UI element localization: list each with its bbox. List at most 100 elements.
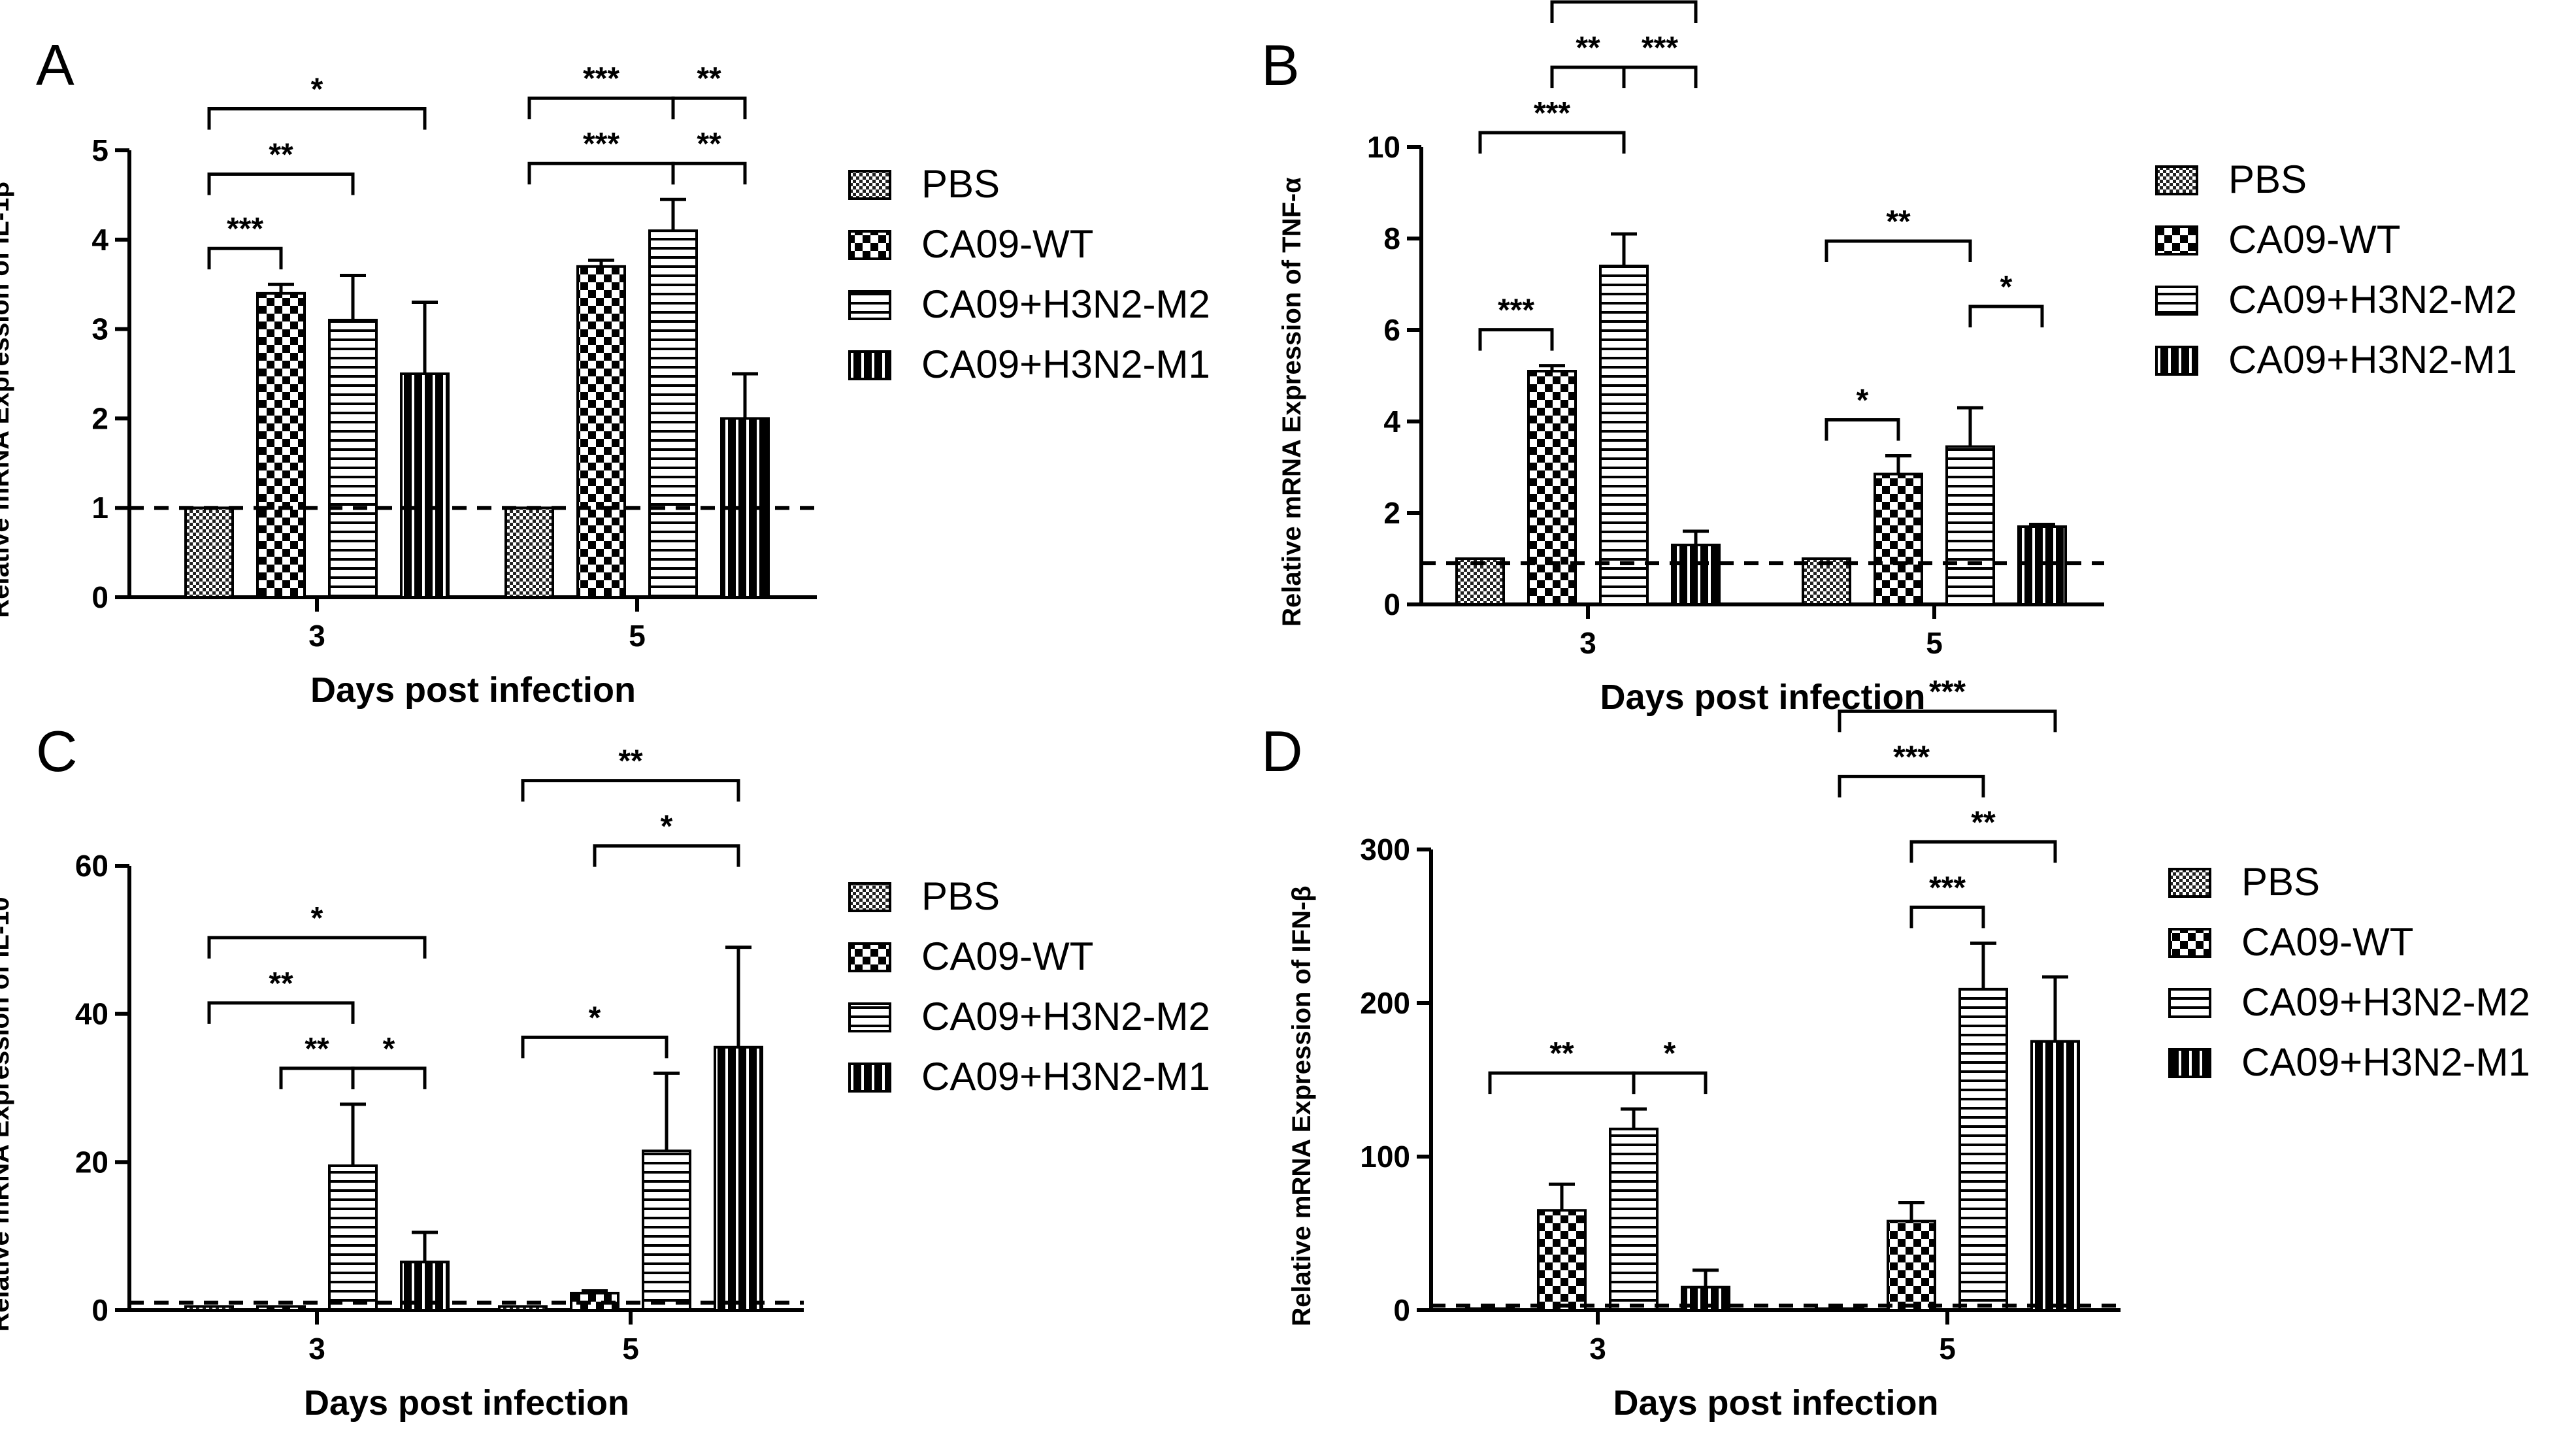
y-axis-title: Relative mRNA Expression of IFN-β: [1287, 885, 1316, 1326]
significance-bracket: [521, 1035, 669, 1059]
legend-swatch: [848, 230, 891, 260]
legend-swatch: [2155, 346, 2198, 376]
panel-label: C: [36, 719, 78, 783]
bar: [1609, 1127, 1659, 1311]
significance-bracket: [1825, 418, 1900, 441]
y-tick-label: 1: [91, 491, 108, 525]
panel-label: A: [36, 33, 74, 97]
significance-bracket: [207, 107, 427, 130]
legend-swatch: [848, 290, 891, 320]
significance-label: **: [618, 744, 643, 779]
legend-label: CA09-WT: [2241, 920, 2413, 964]
x-axis-title: Days post infection: [304, 1383, 629, 1423]
significance-label: *: [1664, 1036, 1676, 1071]
significance-label: **: [697, 127, 721, 161]
bar: [498, 1305, 548, 1312]
significance-bracket: [207, 246, 283, 270]
bar: [1527, 370, 1577, 606]
bar: [648, 229, 698, 599]
bar: [2030, 1040, 2080, 1311]
significance-label: ***: [227, 212, 263, 246]
y-tick-label: 0: [1393, 1293, 1410, 1327]
legend-swatch: [2168, 928, 2211, 958]
bar: [576, 265, 626, 599]
bar: [1815, 1307, 1864, 1312]
bar: [184, 506, 234, 599]
y-tick-label: 100: [1360, 1140, 1410, 1174]
significance-bracket: [1909, 840, 2057, 863]
significance-bracket: [1488, 1071, 1636, 1095]
y-tick-label: 8: [1383, 222, 1400, 255]
legend-label: CA09-WT: [921, 222, 1093, 266]
significance-label: **: [1886, 205, 1911, 239]
x-tick-label: 5: [622, 1332, 639, 1366]
x-tick-label: 3: [308, 1332, 325, 1366]
significance-label: *: [589, 1000, 601, 1035]
bar: [328, 1164, 378, 1311]
x-tick-label: 3: [1589, 1332, 1606, 1366]
legend-swatch: [2155, 286, 2198, 316]
significance-label: ***: [583, 61, 619, 96]
y-axis-title: Relative mRNA Expression of TNF-α: [1278, 177, 1306, 627]
legend-label: CA09+H3N2-M2: [2228, 278, 2517, 321]
y-tick-label: 5: [91, 133, 108, 167]
legend-label: PBS: [921, 162, 1000, 206]
y-tick-label: 4: [1383, 404, 1400, 438]
bar: [1465, 1307, 1515, 1312]
significance-label: **: [269, 138, 293, 173]
y-tick-label: 2: [1383, 496, 1400, 530]
significance-label: ***: [1929, 870, 1966, 905]
bar: [714, 1046, 763, 1311]
bar: [1945, 445, 1995, 606]
significance-bracket: [1622, 65, 1698, 88]
significance-label: *: [661, 810, 673, 844]
y-tick-label: 200: [1360, 986, 1410, 1020]
bar: [256, 1305, 306, 1312]
significance-label: **: [269, 966, 293, 1001]
significance-bracket: [207, 936, 427, 959]
x-tick-label: 5: [1939, 1332, 1956, 1366]
panel-label: B: [1261, 33, 1300, 97]
significance-bracket: [521, 779, 740, 802]
significance-bracket: [207, 173, 355, 195]
y-tick-label: 4: [91, 223, 108, 257]
legend-label: CA09+H3N2-M1: [2241, 1040, 2530, 1084]
bar: [504, 506, 554, 599]
bar: [1671, 544, 1721, 606]
y-tick-label: 0: [1383, 587, 1400, 621]
significance-bracket: [671, 96, 747, 120]
significance-bracket: [593, 844, 740, 867]
significance-label: *: [2000, 270, 2013, 305]
y-axis-title: Relative mRNA Expression of IL-10: [0, 897, 14, 1331]
bar: [1958, 987, 2008, 1311]
significance-label: *: [383, 1032, 395, 1066]
y-tick-label: 60: [75, 849, 108, 883]
bar: [400, 372, 450, 599]
y-tick-label: 10: [1367, 130, 1400, 164]
legend-swatch: [848, 1002, 891, 1032]
legend-label: PBS: [2241, 860, 2320, 904]
panel-a: A 0 1 2 3 4 5 3 5 Days post infection Relative mRN…: [0, 33, 1210, 710]
legend-label: CA09+H3N2-M1: [921, 1055, 1210, 1098]
legend-label: CA09-WT: [2228, 218, 2400, 261]
legend-swatch: [2168, 1048, 2211, 1078]
legend-label: PBS: [921, 874, 1000, 918]
legend-swatch: [2155, 165, 2198, 195]
legend-label: CA09+H3N2-M2: [2241, 980, 2530, 1024]
bar: [1874, 472, 1923, 606]
significance-bracket: [527, 96, 675, 120]
significance-bracket: [279, 1066, 355, 1089]
bar: [642, 1149, 691, 1312]
bar: [1802, 557, 1851, 606]
y-tick-label: 0: [91, 1293, 108, 1327]
panel-label: D: [1261, 719, 1303, 783]
significance-bracket: [351, 1066, 427, 1089]
significance-label: *: [311, 73, 323, 107]
significance-bracket: [1478, 328, 1554, 351]
legend-swatch: [848, 942, 891, 972]
legend-swatch: [848, 170, 891, 200]
bar: [1537, 1209, 1587, 1311]
significance-label: **: [1549, 1036, 1574, 1071]
